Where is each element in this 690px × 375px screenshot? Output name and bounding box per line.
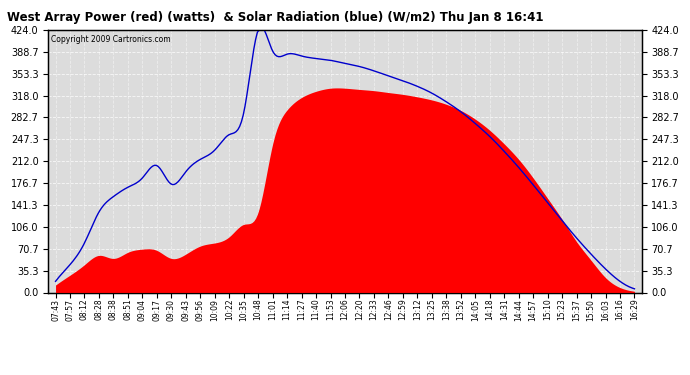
Text: West Array Power (red) (watts)  & Solar Radiation (blue) (W/m2) Thu Jan 8 16:41: West Array Power (red) (watts) & Solar R… [7,11,544,24]
Text: Copyright 2009 Cartronics.com: Copyright 2009 Cartronics.com [51,35,171,44]
